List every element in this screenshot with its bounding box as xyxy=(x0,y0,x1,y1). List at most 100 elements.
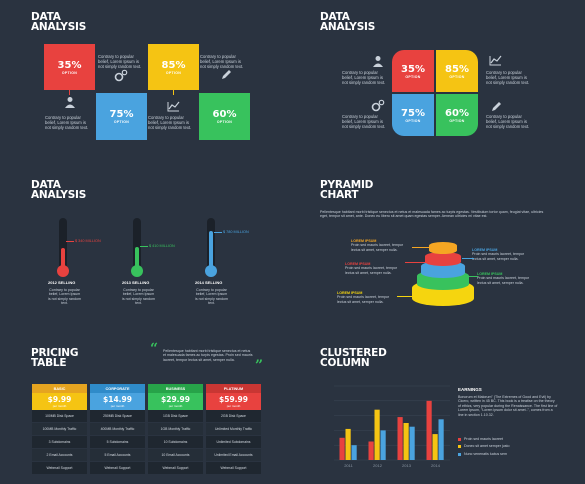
gear-icon xyxy=(114,69,128,82)
connector-line xyxy=(173,90,174,95)
legend-swatch xyxy=(458,437,461,441)
plan-feature: 400MB Monthly Traffic xyxy=(90,423,145,436)
plan-feature: 5 Subdomains xyxy=(90,436,145,449)
pyramid-label: LOREM IPSUM Proin sed mauris laoreet, te… xyxy=(477,272,530,285)
thermo-bulb xyxy=(205,265,217,277)
bar-2011-series-3 xyxy=(351,445,357,460)
thermo-bulb xyxy=(57,265,69,277)
value-pointer xyxy=(214,232,222,233)
plan-feature: 250MB Disk Space xyxy=(90,410,145,423)
connector-line xyxy=(69,90,70,95)
plan-per: per month xyxy=(110,403,125,408)
pyramid-tier-4 xyxy=(425,252,461,266)
pyramid-intro: Pellentesque habitant morbi tristique se… xyxy=(320,210,544,219)
user-icon xyxy=(65,97,75,108)
panel1-title: DATA ANALYSIS xyxy=(31,11,87,33)
quote-open-icon: “ xyxy=(150,341,159,357)
value-pointer xyxy=(66,241,74,242)
panel6-title: CLUSTERED COLUMN xyxy=(320,347,387,369)
thermo-fill xyxy=(61,248,65,270)
thermo-year: 2012 SELLING xyxy=(48,280,76,285)
thermo-desc: Contrary to popular belief, Lorem Ipsum … xyxy=(195,288,228,306)
leader-line xyxy=(405,262,427,263)
leader-line xyxy=(412,247,430,248)
pyramid-label: LOREM IPSUM Proin sed mauris laoreet, te… xyxy=(351,239,404,252)
plan-feature: Unlimited Email Accounts xyxy=(206,449,261,462)
thermo-desc: Contrary to popular belief, Lorem Ipsum … xyxy=(122,288,155,306)
plan-price: $9.99 xyxy=(47,394,72,404)
plan-feature: Unlimited Subdomains xyxy=(206,436,261,449)
pyramid-label: LOREM IPSUM Proin sed mauris laoreet, te… xyxy=(337,291,390,304)
thermo-value: $ 410 MILLION xyxy=(149,244,175,248)
option-box-75[interactable]: 75% OPTION xyxy=(96,93,147,140)
plan-basic[interactable]: BASIC $9.99 per month 100MB Disk Space 1… xyxy=(32,384,87,475)
plan-feature: 3 Subdomains xyxy=(32,436,87,449)
plan-business[interactable]: BUSINESS $29.99 per month 1GB Disk Space… xyxy=(148,384,203,475)
plan-price-block: $59.99 per month xyxy=(206,393,261,410)
x-tick-label: 2014 xyxy=(431,463,441,468)
panel3-title: DATA ANALYSIS xyxy=(31,179,87,201)
option-desc: Contrary to popular belief, Lorem Ipsum … xyxy=(98,54,142,69)
quad-desc: Contrary to popular belief, Lorem Ipsum … xyxy=(342,114,386,129)
legend-swatch xyxy=(458,452,461,456)
bar-2011-series-1 xyxy=(339,437,345,460)
panel2-title: DATA ANALYSIS xyxy=(320,11,376,33)
pricing-quote: Pellentesque habitant morbi tristique se… xyxy=(163,349,253,362)
pencil-icon xyxy=(222,70,231,79)
chart-legend: Proin sed mauris laoreet Donec sit amet … xyxy=(458,437,510,456)
option-box-60[interactable]: 60% OPTION xyxy=(199,93,250,140)
plan-name: BUSINESS xyxy=(148,384,203,393)
chart-line-icon xyxy=(167,101,180,112)
bar-2012-series-2 xyxy=(374,409,380,460)
quad-85[interactable]: 85% OPTION xyxy=(436,50,478,92)
option-desc: Contrary to popular belief, Lorem Ipsum … xyxy=(200,54,244,69)
plan-name: CORPORATE xyxy=(90,384,145,393)
legend-item: Donec sit amet semper justo xyxy=(458,444,510,448)
option-box-85[interactable]: 85% OPTION xyxy=(148,44,199,90)
x-tick-label: 2013 xyxy=(402,463,412,468)
earnings-title: EARNINGS xyxy=(458,387,482,392)
gear-icon xyxy=(371,99,385,112)
option-box-35[interactable]: 35% OPTION xyxy=(44,44,95,90)
plan-feature: 2 Email Accounts xyxy=(32,449,87,462)
pyramid-tier-5 xyxy=(429,242,457,254)
plan-feature: Unlimited Monthly Traffic xyxy=(206,423,261,436)
quote-close-icon: ” xyxy=(255,358,264,374)
quad-60[interactable]: 60% OPTION xyxy=(436,94,478,136)
bar-2014-series-2 xyxy=(432,434,438,460)
plan-feature: 2GB Disk Space xyxy=(206,410,261,423)
plan-feature: Webmail Support xyxy=(206,462,261,475)
option-desc: Contrary to popular belief, Lorem Ipsum … xyxy=(148,115,192,130)
bar-2013-series-1 xyxy=(397,417,403,460)
plan-platinum[interactable]: PLATINUM $59.99 per month 2GB Disk Space… xyxy=(206,384,261,475)
user-icon xyxy=(373,56,383,67)
thermo-bulb xyxy=(131,265,143,277)
quad-35[interactable]: 35% OPTION xyxy=(392,50,434,92)
plan-price-block: $9.99 per month xyxy=(32,393,87,410)
quad-75[interactable]: 75% OPTION xyxy=(392,94,434,136)
quad-desc: Contrary to popular belief, Lorem Ipsum … xyxy=(342,70,386,85)
plan-price-block: $14.99 per month xyxy=(90,393,145,410)
thermo-tube xyxy=(133,218,141,270)
plan-name: BASIC xyxy=(32,384,87,393)
bar-2013-series-2 xyxy=(403,423,409,460)
earnings-text: Bonorum et Malorum" (The Extremes of Goo… xyxy=(458,395,558,417)
legend-item: Nunc venenatis luctus sem xyxy=(458,452,510,456)
x-tick-label: 2012 xyxy=(373,463,383,468)
option-desc: Contrary to popular belief, Lorem Ipsum … xyxy=(45,115,89,130)
quad-desc: Contrary to popular belief, Lorem Ipsum … xyxy=(486,70,530,85)
quad-desc: Contrary to popular belief, Lorem Ipsum … xyxy=(486,114,530,129)
bar-2012-series-3 xyxy=(380,430,386,460)
plan-per: per month xyxy=(168,403,183,408)
plan-price: $59.99 xyxy=(219,394,248,404)
plan-name: PLATINUM xyxy=(206,384,261,393)
thermo-year: 2014 SELLING xyxy=(195,280,223,285)
thermo-fill xyxy=(135,247,139,270)
thermo-tube xyxy=(59,218,67,270)
plan-corporate[interactable]: CORPORATE $14.99 per month 250MB Disk Sp… xyxy=(90,384,145,475)
plan-feature: 10 Email Accounts xyxy=(148,449,203,462)
plan-feature: 1GB Monthly Traffic xyxy=(148,423,203,436)
panel5-title: PRICING TABLE xyxy=(31,347,79,369)
plan-feature: 100MB Disk Space xyxy=(32,410,87,423)
plan-per: per month xyxy=(226,403,241,408)
